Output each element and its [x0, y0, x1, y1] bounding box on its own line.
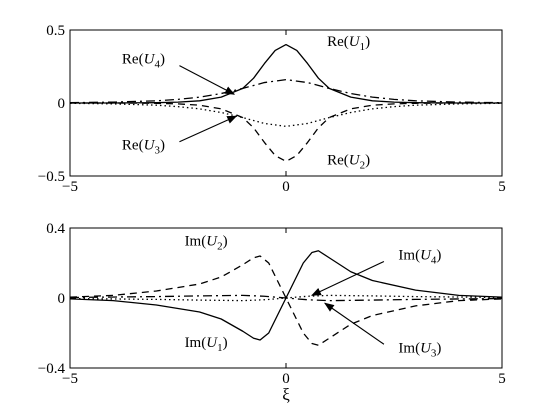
annotation-base: Im( [185, 335, 207, 351]
annotation-symbol: U [144, 138, 156, 154]
x-tick-label: 5 [498, 179, 506, 195]
x-axis-title: ξ [282, 385, 290, 404]
annotation-arrow [179, 115, 238, 143]
annotation-arrow [324, 302, 385, 345]
series-line-im-u1 [69, 250, 503, 341]
annotation-subscript: 1 [217, 342, 223, 354]
annotation-subscript: 4 [154, 59, 160, 71]
annotation-subscript: 1 [360, 41, 366, 53]
top-panel: −5 0 5−0.500.5Re(U4)Re(U1)Re(U3)Re(U2) [38, 23, 506, 195]
y-tick-label: 0 [58, 96, 66, 112]
series-line-im-u4 [69, 294, 503, 302]
annotation-arrow [179, 65, 236, 95]
series-line-re-u1 [70, 43, 502, 104]
annotation-close: ) [436, 340, 441, 356]
annotation-label: Re(U4) [122, 52, 165, 71]
y-tick-label: 0.4 [46, 221, 65, 237]
annotation-symbol: U [349, 34, 361, 50]
annotation-symbol: U [144, 52, 156, 68]
y-tick-label: −0.4 [38, 361, 66, 377]
annotation-base: Im( [398, 248, 420, 264]
series-line-re-u4 [69, 78, 503, 104]
annotation-symbol: U [420, 340, 432, 356]
series-line-im-u2 [69, 255, 503, 346]
annotation-close: ) [436, 248, 441, 264]
annotation-base: Re( [122, 138, 144, 154]
annotation-subscript: 4 [431, 255, 437, 267]
annotation-symbol: U [206, 234, 218, 250]
annotation-base: Re( [327, 152, 349, 168]
annotation-subscript: 3 [431, 347, 437, 359]
annotation-label: Re(U1) [327, 34, 370, 53]
annotation-label: Im(U1) [185, 335, 228, 354]
annotation-base: Im( [185, 234, 207, 250]
annotation-close: ) [365, 152, 370, 168]
annotation-base: Re( [327, 34, 349, 50]
annotation-label: Im(U2) [185, 234, 228, 253]
x-tick-label: 5 [498, 371, 506, 387]
annotation-symbol: U [206, 335, 218, 351]
annotation-close: ) [160, 52, 165, 68]
annotation-label: Im(U4) [398, 248, 441, 267]
annotation-close: ) [223, 335, 228, 351]
x-tick-label: 0 [282, 371, 290, 387]
annotation-close: ) [223, 234, 228, 250]
annotation-subscript: 2 [217, 241, 223, 253]
annotation-label: Re(U3) [122, 138, 165, 157]
annotation-close: ) [365, 34, 370, 50]
annotation-label: Re(U2) [327, 152, 370, 171]
series-line-re-u3 [69, 102, 503, 128]
x-tick-label: 0 [282, 179, 290, 195]
annotation-base: Im( [398, 340, 420, 356]
annotation-subscript: 3 [154, 145, 160, 157]
annotation-symbol: U [349, 152, 361, 168]
annotation-base: Re( [122, 52, 144, 68]
x-tick-label: −5 [62, 371, 78, 387]
y-tick-label: −0.5 [38, 169, 65, 185]
x-tick-label: −5 [62, 179, 78, 195]
y-tick-label: 0.5 [46, 23, 65, 39]
bottom-panel: −5 0 5−0.400.4Im(U2)Im(U4)Im(U1) Im(U3)ξ [38, 221, 506, 404]
annotation-subscript: 2 [360, 159, 366, 171]
annotation-label: Im(U3) [398, 340, 441, 359]
y-tick-label: 0 [58, 291, 66, 307]
annotation-close: ) [160, 138, 165, 154]
annotation-arrow [311, 261, 385, 296]
annotation-symbol: U [420, 248, 432, 264]
